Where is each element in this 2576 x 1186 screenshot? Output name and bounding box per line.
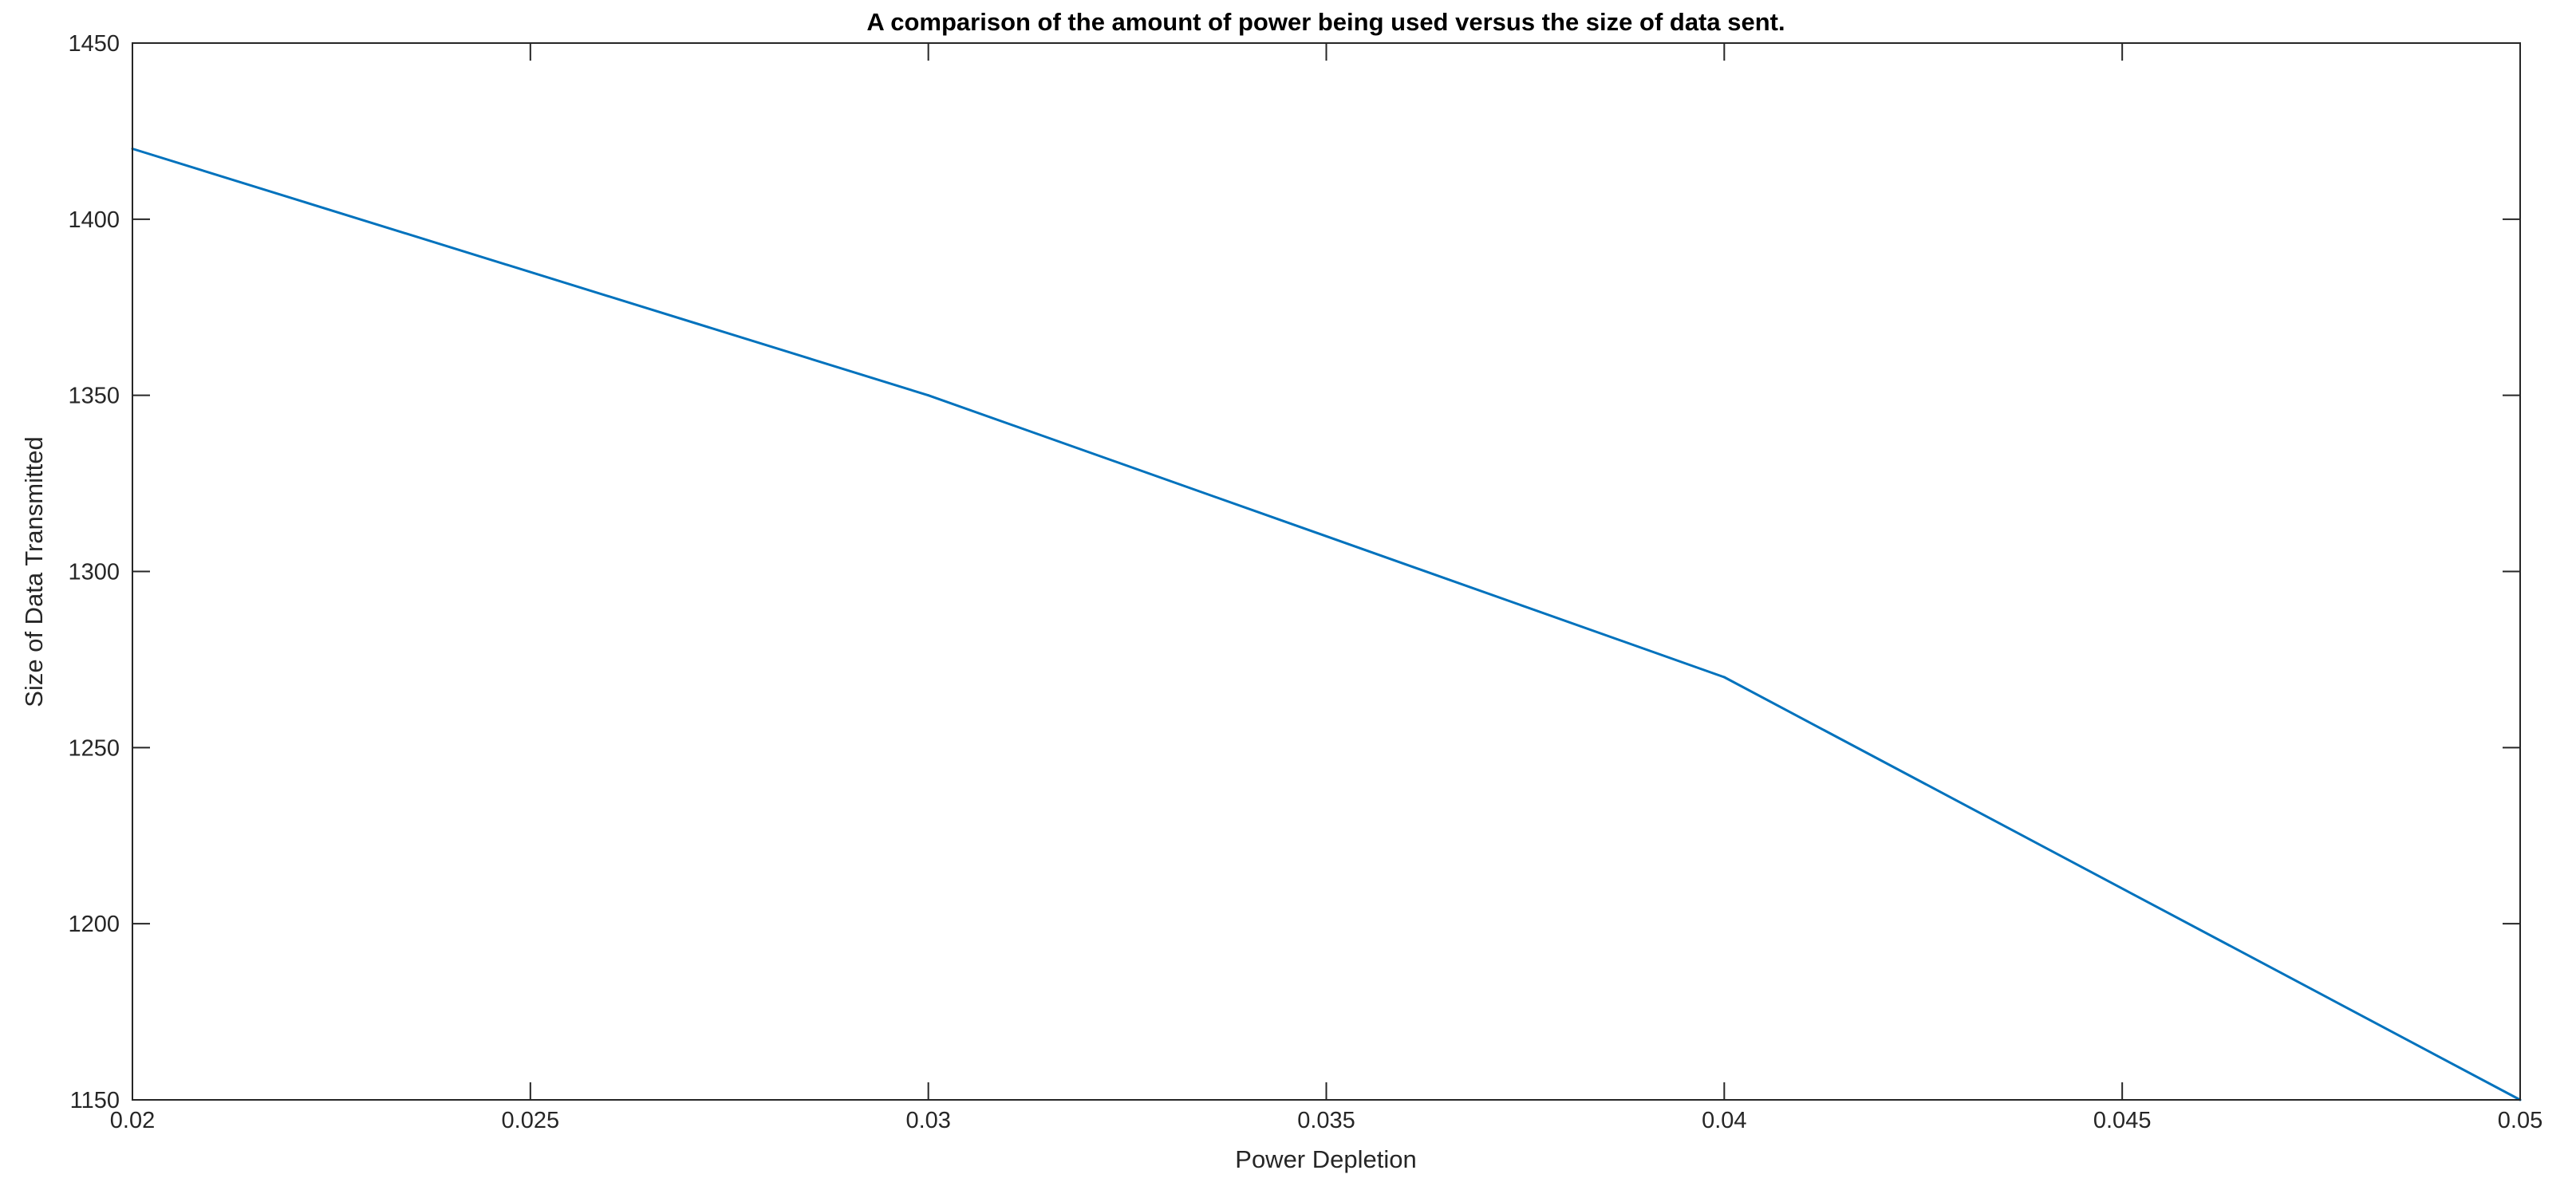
x-tick-label: 0.03 [905, 1108, 950, 1133]
x-tick-label: 0.02 [110, 1108, 155, 1133]
y-tick-label: 1150 [70, 1088, 120, 1113]
x-tick-label: 0.035 [1297, 1108, 1355, 1133]
x-tick-label: 0.025 [502, 1108, 560, 1133]
y-tick-label: 1350 [68, 384, 120, 409]
series-line [132, 148, 2521, 1101]
x-tick-label: 0.05 [2498, 1108, 2542, 1133]
chart-title: A comparison of the amount of power bein… [866, 8, 1785, 36]
y-tick-label: 1400 [68, 207, 120, 233]
data-point [1722, 676, 1726, 679]
x-tick-label: 0.04 [1702, 1108, 1746, 1133]
x-axis-label: Power Depletion [1235, 1145, 1416, 1173]
y-tick-label: 1200 [68, 912, 120, 937]
y-tick-label: 1300 [68, 560, 120, 585]
x-tick-label: 0.045 [2093, 1108, 2152, 1133]
data-point [927, 394, 930, 397]
ticks-layer: 0.02 0.025 0.03 0.035 0.04 0.045 0.05 1150 1200 1… [68, 31, 2542, 1133]
y-tick-label: 1450 [68, 31, 120, 57]
plot-frame [132, 42, 2521, 1101]
y-axis-label: Size of Data Transmitted [20, 436, 48, 707]
y-tick-label: 1250 [68, 735, 120, 761]
